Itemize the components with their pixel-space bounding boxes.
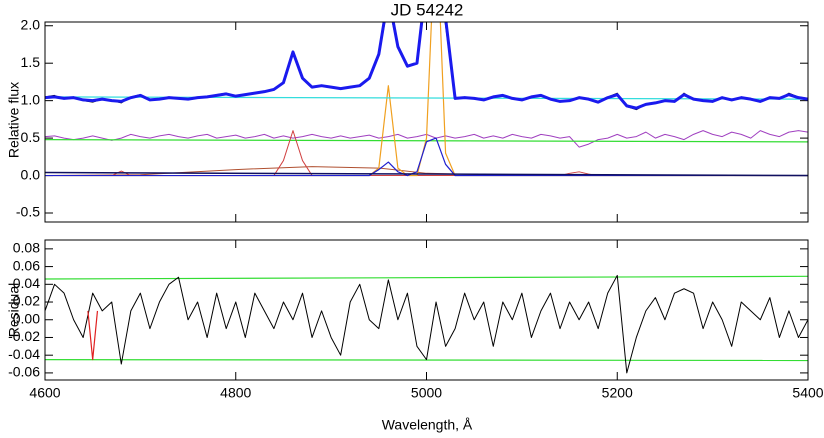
series-line	[45, 137, 808, 177]
y-tick-label: -0.04	[8, 346, 40, 362]
series-line	[87, 310, 99, 361]
y-tick-label: 0.04	[13, 275, 40, 291]
y-axis-label: Relative flux	[6, 82, 22, 158]
x-tick-label: 5000	[411, 385, 442, 401]
series-line	[45, 139, 808, 143]
plot-frame	[44, 239, 809, 381]
y-tick-label: -0.02	[8, 328, 40, 344]
y-tick-label: 2.0	[21, 16, 41, 32]
y-tick-label: 0.5	[21, 129, 41, 145]
y-tick-label: 1.5	[21, 54, 41, 70]
x-tick-label: 5400	[792, 385, 823, 401]
y-tick-label: 0.06	[13, 257, 40, 273]
y-tick-label: 0.0	[21, 166, 41, 182]
y-tick-label: 0.08	[13, 240, 40, 256]
y-axis-label: Residual	[6, 283, 22, 337]
x-tick-label: 4800	[220, 385, 251, 401]
y-tick-label: 1.0	[21, 91, 41, 107]
x-axis-label: Wavelength, Å	[382, 417, 473, 433]
plot-area	[45, 274, 808, 374]
series-line	[45, 274, 808, 374]
x-tick-label: 4600	[29, 385, 60, 401]
chart-title: JD 54242	[391, 0, 464, 19]
series-line	[45, 171, 808, 177]
y-tick-label: 0.02	[13, 293, 40, 309]
y-tick-label: -0.06	[8, 364, 40, 380]
plot-area	[45, 22, 808, 177]
y-tick-label: -0.5	[16, 204, 40, 220]
series-line	[45, 22, 808, 110]
plot-frame	[44, 21, 809, 223]
x-tick-label: 5200	[602, 385, 633, 401]
y-tick-label: 0.00	[13, 310, 40, 326]
series-line	[45, 275, 808, 280]
